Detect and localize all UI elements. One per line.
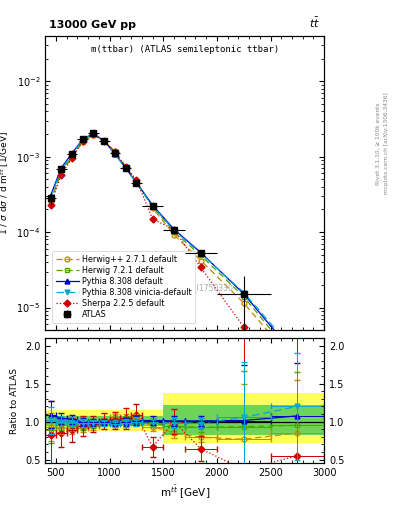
Herwig++ 2.7.1 default	[59, 169, 64, 176]
Text: $t\bar{t}$: $t\bar{t}$	[309, 15, 320, 30]
Line: Pythia 8.308 vinicia-default: Pythia 8.308 vinicia-default	[48, 132, 300, 357]
Pythia 8.308 default	[150, 202, 155, 208]
Pythia 8.308 vinicia-default	[172, 227, 176, 233]
Pythia 8.308 default	[91, 131, 96, 137]
Y-axis label: Ratio to ATLAS: Ratio to ATLAS	[10, 368, 19, 434]
Text: ATLAS_2019_I1750330: ATLAS_2019_I1750330	[147, 283, 234, 292]
Herwig 7.2.1 default	[91, 132, 96, 138]
Pythia 8.308 vinicia-default	[59, 166, 64, 173]
Pythia 8.308 default	[172, 226, 176, 232]
Herwig 7.2.1 default	[102, 138, 107, 144]
Sherpa 2.2.5 default	[123, 163, 128, 169]
Herwig++ 2.7.1 default	[198, 258, 203, 264]
Pythia 8.308 default	[113, 151, 118, 157]
Herwig 7.2.1 default	[295, 359, 300, 365]
Herwig 7.2.1 default	[172, 229, 176, 235]
Herwig++ 2.7.1 default	[172, 232, 176, 238]
Sherpa 2.2.5 default	[70, 155, 74, 161]
Herwig++ 2.7.1 default	[81, 139, 85, 145]
Pythia 8.308 default	[81, 136, 85, 142]
Pythia 8.308 default	[123, 165, 128, 171]
Text: Rivet 3.1.10, ≥ 100k events: Rivet 3.1.10, ≥ 100k events	[376, 102, 381, 185]
Herwig++ 2.7.1 default	[134, 178, 139, 184]
Sherpa 2.2.5 default	[134, 177, 139, 183]
Herwig 7.2.1 default	[241, 293, 246, 300]
Herwig 7.2.1 default	[150, 203, 155, 209]
Pythia 8.308 vinicia-default	[81, 137, 85, 143]
Sherpa 2.2.5 default	[113, 150, 118, 156]
X-axis label: m$^{t\bar{t}}$ [GeV]: m$^{t\bar{t}}$ [GeV]	[160, 484, 210, 501]
Herwig 7.2.1 default	[198, 252, 203, 259]
Sherpa 2.2.5 default	[241, 324, 246, 330]
Sherpa 2.2.5 default	[172, 226, 176, 232]
Herwig 7.2.1 default	[123, 164, 128, 170]
Herwig++ 2.7.1 default	[123, 163, 128, 169]
Y-axis label: 1 / $\sigma$ d$\sigma$ / d m$^{t\bar{t}}$ [1/GeV]: 1 / $\sigma$ d$\sigma$ / d m$^{t\bar{t}}…	[0, 131, 11, 235]
Pythia 8.308 default	[102, 138, 107, 144]
Herwig++ 2.7.1 default	[241, 300, 246, 306]
Pythia 8.308 vinicia-default	[198, 250, 203, 257]
Pythia 8.308 vinicia-default	[102, 138, 107, 144]
Pythia 8.308 vinicia-default	[134, 180, 139, 186]
Herwig 7.2.1 default	[48, 199, 53, 205]
Text: 13000 GeV pp: 13000 GeV pp	[49, 19, 136, 30]
Pythia 8.308 default	[59, 165, 64, 171]
Sherpa 2.2.5 default	[48, 202, 53, 208]
Pythia 8.308 vinicia-default	[113, 151, 118, 157]
Sherpa 2.2.5 default	[102, 138, 107, 144]
Sherpa 2.2.5 default	[198, 264, 203, 270]
Pythia 8.308 default	[48, 193, 53, 199]
Herwig++ 2.7.1 default	[70, 154, 74, 160]
Pythia 8.308 vinicia-default	[91, 131, 96, 137]
Pythia 8.308 vinicia-default	[123, 165, 128, 172]
Pythia 8.308 vinicia-default	[241, 289, 246, 295]
Herwig 7.2.1 default	[59, 168, 64, 174]
Text: mcplots.cern.ch [arXiv:1306.3436]: mcplots.cern.ch [arXiv:1306.3436]	[384, 93, 389, 194]
Herwig 7.2.1 default	[113, 150, 118, 156]
Herwig++ 2.7.1 default	[48, 198, 53, 204]
Herwig++ 2.7.1 default	[295, 362, 300, 369]
Legend: Herwig++ 2.7.1 default, Herwig 7.2.1 default, Pythia 8.308 default, Pythia 8.308: Herwig++ 2.7.1 default, Herwig 7.2.1 def…	[52, 251, 195, 323]
Pythia 8.308 vinicia-default	[150, 203, 155, 209]
Pythia 8.308 vinicia-default	[48, 195, 53, 201]
Line: Herwig++ 2.7.1 default: Herwig++ 2.7.1 default	[48, 133, 300, 368]
Pythia 8.308 vinicia-default	[295, 351, 300, 357]
Herwig++ 2.7.1 default	[113, 148, 118, 154]
Line: Herwig 7.2.1 default: Herwig 7.2.1 default	[48, 132, 300, 365]
Pythia 8.308 default	[295, 355, 300, 361]
Herwig++ 2.7.1 default	[150, 205, 155, 211]
Sherpa 2.2.5 default	[81, 138, 85, 144]
Pythia 8.308 default	[70, 150, 74, 156]
Line: Pythia 8.308 default: Pythia 8.308 default	[48, 131, 300, 360]
Pythia 8.308 vinicia-default	[70, 152, 74, 158]
Herwig++ 2.7.1 default	[91, 132, 96, 138]
Text: m(ttbar) (ATLAS semileptonic ttbar): m(ttbar) (ATLAS semileptonic ttbar)	[91, 45, 279, 54]
Herwig 7.2.1 default	[70, 153, 74, 159]
Herwig 7.2.1 default	[81, 138, 85, 144]
Herwig++ 2.7.1 default	[102, 138, 107, 144]
Line: Sherpa 2.2.5 default: Sherpa 2.2.5 default	[48, 132, 300, 382]
Pythia 8.308 default	[134, 179, 139, 185]
Sherpa 2.2.5 default	[91, 131, 96, 137]
Pythia 8.308 default	[241, 291, 246, 297]
Pythia 8.308 default	[198, 249, 203, 255]
Sherpa 2.2.5 default	[295, 377, 300, 383]
Sherpa 2.2.5 default	[150, 216, 155, 222]
Herwig 7.2.1 default	[134, 179, 139, 185]
Sherpa 2.2.5 default	[59, 172, 64, 178]
